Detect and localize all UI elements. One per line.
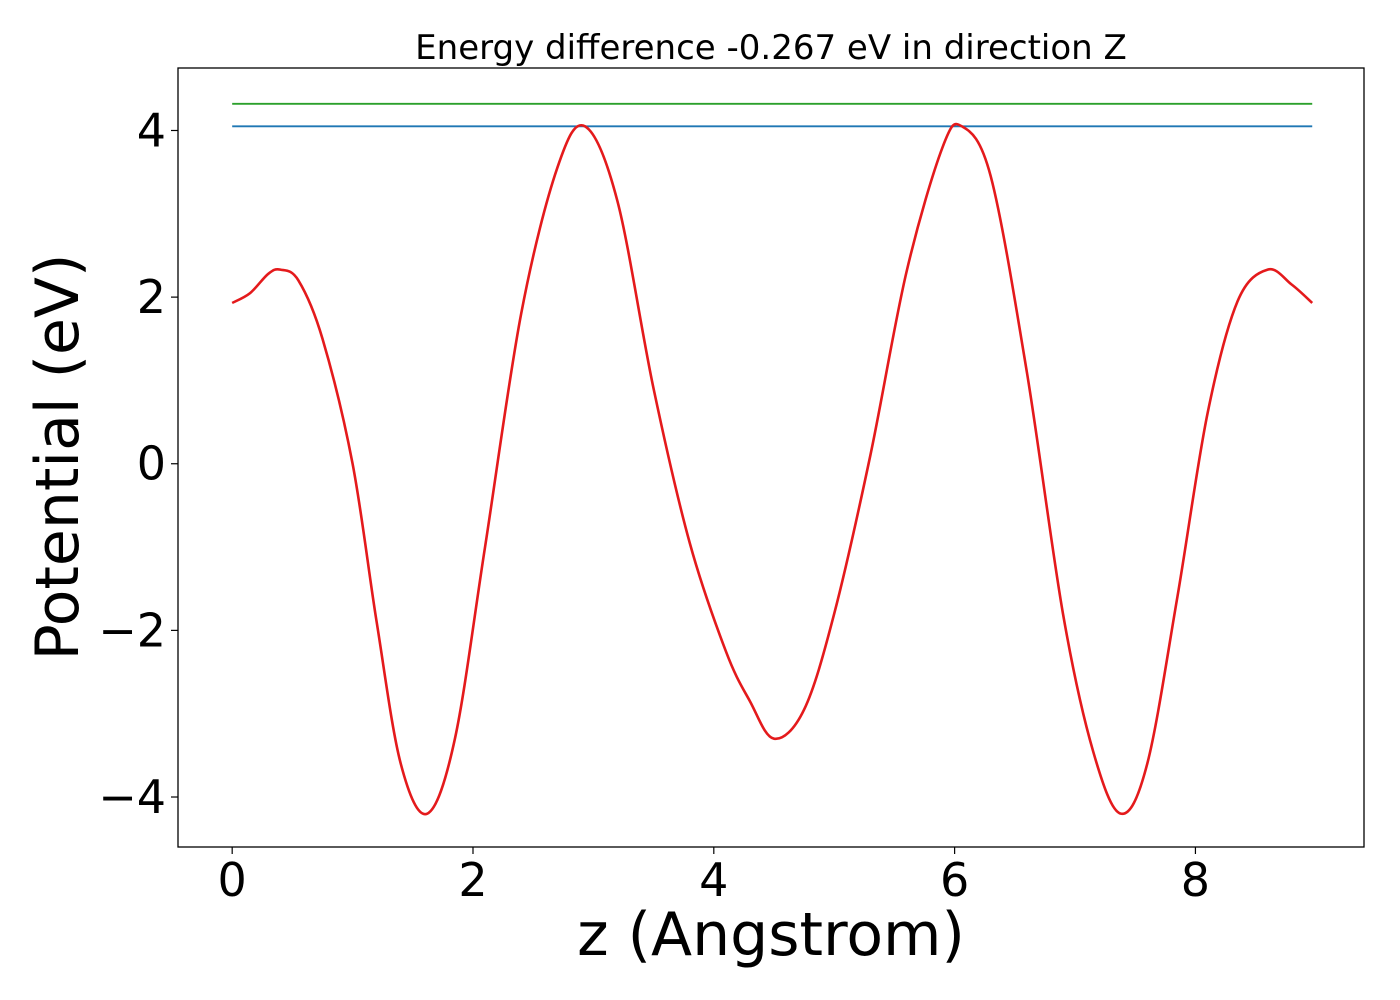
- y-tick-label: 2: [137, 270, 166, 324]
- x-tick-label: 2: [458, 853, 487, 907]
- y-tick-label: 4: [137, 103, 166, 157]
- potential-curve-series: [231, 122, 1314, 816]
- y-tick-label: −4: [98, 770, 166, 824]
- x-tick-label: 6: [940, 853, 969, 907]
- chart-title: Energy difference -0.267 eV in direction…: [415, 28, 1127, 68]
- x-axis-ticks: 0 2 4 6 8: [218, 847, 1210, 907]
- y-axis-ticks: −4 −2 0 2 4: [98, 103, 178, 824]
- x-axis-label: z (Angstrom): [577, 900, 965, 970]
- series-layer: [231, 102, 1314, 816]
- y-axis-label: Potential (eV): [23, 254, 93, 661]
- x-tick-label: 8: [1181, 853, 1210, 907]
- x-tick-label: 4: [699, 853, 728, 907]
- y-tick-label: −2: [98, 603, 166, 657]
- y-tick-label: 0: [137, 437, 166, 491]
- plot-area-frame: [177, 67, 1365, 848]
- x-tick-label: 0: [218, 853, 247, 907]
